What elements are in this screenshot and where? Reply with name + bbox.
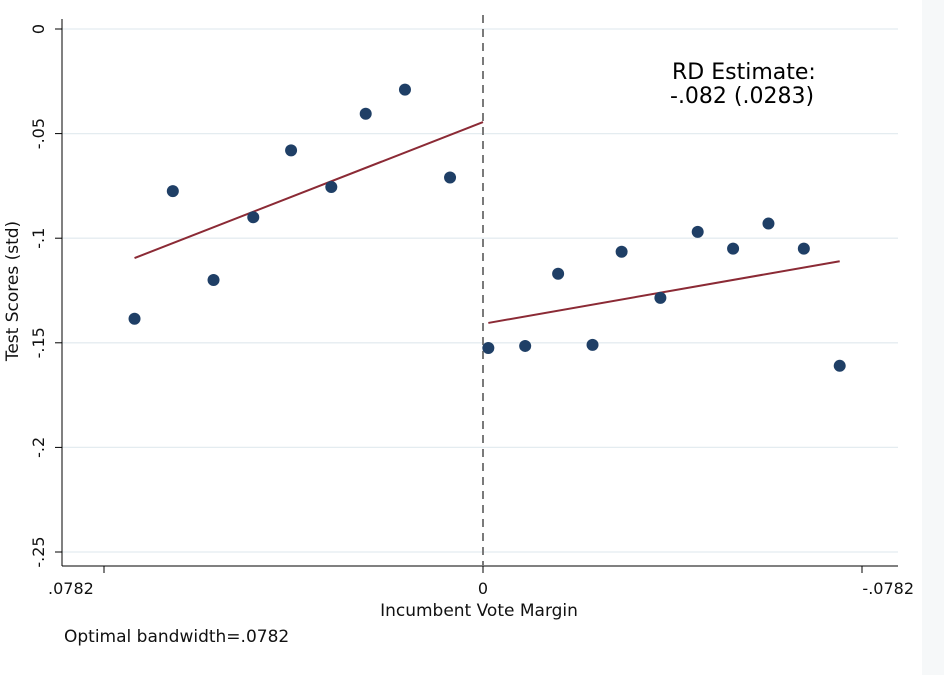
point-right-4 xyxy=(615,245,628,258)
fit-line-left xyxy=(134,121,484,260)
point-left-6 xyxy=(359,107,372,120)
point-right-5 xyxy=(654,291,667,304)
point-left-7 xyxy=(398,83,411,96)
y-tick-label-0: 0 xyxy=(29,24,48,34)
point-right-9 xyxy=(797,242,810,255)
point-right-1 xyxy=(519,339,532,352)
point-left-5 xyxy=(325,180,338,193)
point-right-6 xyxy=(691,225,704,238)
binned-points xyxy=(128,83,846,372)
x-tick-label-0: .0782 xyxy=(48,579,94,598)
x-axis-ticks: .0782 0 -.0782 xyxy=(48,566,914,598)
rd-estimate-label: RD Estimate: xyxy=(672,60,816,85)
grid-lines xyxy=(62,28,898,553)
y-tick-label-5: -.25 xyxy=(29,536,48,567)
point-right-7 xyxy=(727,242,740,255)
y-axis-title: Test Scores (std) xyxy=(3,221,23,362)
point-left-4 xyxy=(285,144,298,157)
point-left-2 xyxy=(207,274,220,287)
point-left-8 xyxy=(444,171,457,184)
x-axis-title: Incumbent Vote Margin xyxy=(380,601,578,621)
rd-plot: 0 -.05 -.1 -.15 -.2 -.25 .0782 0 -.0782 RD Esti… xyxy=(3,15,914,621)
point-left-3 xyxy=(247,211,260,224)
y-axis-ticks: 0 -.05 -.1 -.15 -.2 -.25 xyxy=(29,24,62,568)
point-right-3 xyxy=(586,338,599,351)
bandwidth-note: Optimal bandwidth=.0782 xyxy=(64,627,290,647)
y-tick-label-1: -.05 xyxy=(29,118,48,149)
point-left-0 xyxy=(128,312,141,325)
y-tick-label-2: -.1 xyxy=(29,228,48,249)
point-left-1 xyxy=(166,185,179,198)
point-right-10 xyxy=(833,359,846,372)
point-right-8 xyxy=(762,217,775,230)
x-tick-label-1: 0 xyxy=(478,579,488,598)
fit-line-right xyxy=(488,260,840,324)
rd-estimate-value: -.082 (.0283) xyxy=(670,84,814,109)
y-tick-label-3: -.15 xyxy=(29,327,48,358)
point-right-2 xyxy=(552,267,565,280)
point-right-0 xyxy=(482,342,495,355)
y-tick-label-4: -.2 xyxy=(29,437,48,458)
x-tick-label-2: -.0782 xyxy=(862,579,914,598)
right-margin-strip xyxy=(922,0,944,675)
